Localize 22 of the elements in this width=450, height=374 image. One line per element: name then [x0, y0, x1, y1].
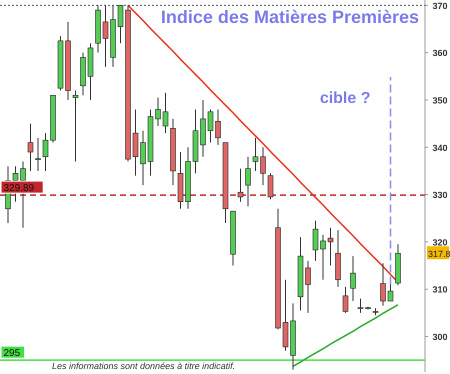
- candlestick: [72, 90, 78, 162]
- chart-title: Indice des Matières Premières: [160, 7, 420, 27]
- candlestick: [350, 256, 356, 302]
- annotation: cible ?: [320, 90, 370, 107]
- y-tick-label: 350: [432, 95, 448, 106]
- y-tick-label: 300: [432, 332, 448, 342]
- candlestick: [245, 156, 251, 207]
- y-tick-label: 330: [432, 190, 448, 200]
- line-series: [292, 304, 399, 368]
- candlestick: [342, 286, 348, 314]
- y-tick-label: 340: [432, 142, 448, 153]
- y-tick-label: 360: [432, 48, 448, 58]
- candlestick: [28, 123, 34, 172]
- ref-line-label: 329.89: [4, 183, 35, 194]
- y-tick-label: 310: [432, 284, 448, 295]
- candlestick: [268, 172, 274, 200]
- ref-line-label: 295: [4, 348, 21, 360]
- candlestick: [35, 137, 41, 172]
- y-tick-label: 320: [432, 237, 448, 248]
- y-tick-label: 370: [432, 0, 448, 11]
- candlestick: [238, 168, 244, 202]
- annotation: Les informations sont données à titre indicatif.: [52, 361, 236, 371]
